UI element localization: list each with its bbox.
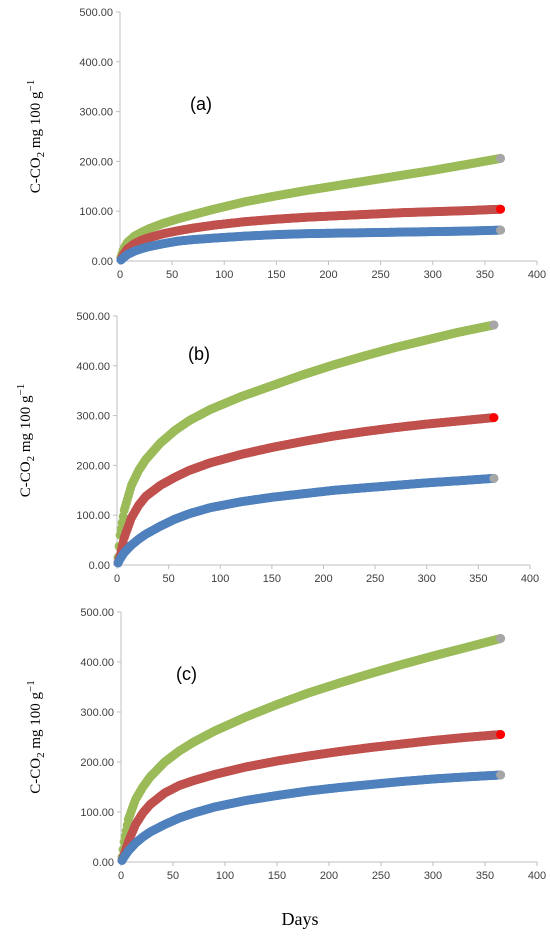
x-tick-label: 100	[211, 573, 229, 585]
y-tick-label: 100.00	[76, 510, 110, 522]
y-tick-label: 500.00	[79, 7, 113, 19]
x-tick-label: 50	[163, 573, 175, 585]
series-red	[113, 413, 499, 568]
x-tick-label: 100	[215, 269, 233, 281]
y-axis-label: C-CO2 mg 100 g−1	[25, 80, 47, 193]
x-tick-label: 400	[521, 573, 539, 585]
endpoint-marker	[496, 153, 506, 163]
x-tick-label: 350	[476, 269, 494, 281]
x-tick-label: 350	[476, 870, 494, 882]
y-tick-label: 500.00	[80, 607, 114, 619]
y-tick-label: 100.00	[80, 807, 114, 819]
y-tick-label: 400.00	[76, 361, 110, 373]
x-tick-label: 50	[167, 870, 179, 882]
x-tick-label: 100	[216, 870, 234, 882]
x-tick-label: 250	[366, 573, 384, 585]
x-tick-label: 300	[418, 573, 436, 585]
y-tick-label: 300.00	[76, 411, 110, 423]
y-tick-label: 0.00	[89, 560, 110, 572]
chart-panel-1: 0.00 100.00 200.00 300.00 400.00 500.00 0 50 100…	[25, 7, 546, 281]
chart-panel-3: 0.00 100.00 200.00 300.00 400.00 500.00 0 50 100…	[25, 607, 546, 882]
series-red	[117, 730, 506, 865]
chart-panel-2: 0.00 100.00 200.00 300.00 400.00 500.00 0 50 100…	[15, 311, 539, 585]
x-tick-label: 150	[268, 870, 286, 882]
x-tick-label: 200	[314, 573, 332, 585]
y-tick-label: 0.00	[92, 256, 113, 268]
y-tick-label: 300.00	[80, 707, 114, 719]
x-tick-label: 0	[114, 573, 120, 585]
y-tick-label: 100.00	[79, 206, 113, 218]
series-green	[117, 634, 506, 862]
endpoint-marker	[496, 730, 506, 739]
x-tick-label: 300	[424, 269, 442, 281]
x-tick-label: 0	[118, 870, 124, 882]
x-tick-label: 200	[319, 269, 337, 281]
x-tick-label: 400	[528, 269, 546, 281]
x-tick-label: 300	[424, 870, 442, 882]
endpoint-marker	[496, 634, 506, 643]
series-blue	[117, 770, 506, 865]
series-blue	[113, 473, 499, 568]
endpoint-marker	[496, 225, 506, 235]
panel-label: (c)	[176, 664, 197, 684]
x-tick-label: 350	[469, 573, 487, 585]
panel-label: (b)	[188, 344, 210, 364]
endpoint-marker	[489, 320, 499, 330]
y-tick-label: 200.00	[80, 757, 114, 769]
series-red	[116, 204, 506, 264]
y-tick-label: 300.00	[79, 107, 113, 119]
endpoint-marker	[496, 204, 506, 214]
panel-label: (a)	[190, 94, 212, 114]
series-blue	[116, 225, 506, 265]
y-axis-label: C-CO2 mg 100 g−1	[15, 384, 37, 497]
x-tick-label: 50	[166, 269, 178, 281]
y-tick-label: 200.00	[76, 460, 110, 472]
x-tick-label: 150	[263, 573, 281, 585]
x-axis-label: Days	[282, 909, 319, 929]
x-tick-label: 0	[117, 269, 123, 281]
y-tick-label: 400.00	[79, 57, 113, 69]
x-tick-label: 400	[528, 870, 546, 882]
x-tick-label: 250	[371, 269, 389, 281]
endpoint-marker	[496, 770, 506, 780]
y-tick-label: 500.00	[76, 311, 110, 323]
y-tick-label: 0.00	[93, 857, 114, 869]
y-tick-label: 200.00	[79, 156, 113, 168]
y-axis-label: C-CO2 mg 100 g−1	[25, 680, 47, 793]
y-tick-label: 400.00	[80, 657, 114, 669]
endpoint-marker	[489, 413, 499, 423]
x-tick-label: 200	[320, 870, 338, 882]
endpoint-marker	[489, 473, 499, 483]
series-green	[113, 320, 499, 563]
x-tick-label: 250	[372, 870, 390, 882]
x-tick-label: 150	[267, 269, 285, 281]
